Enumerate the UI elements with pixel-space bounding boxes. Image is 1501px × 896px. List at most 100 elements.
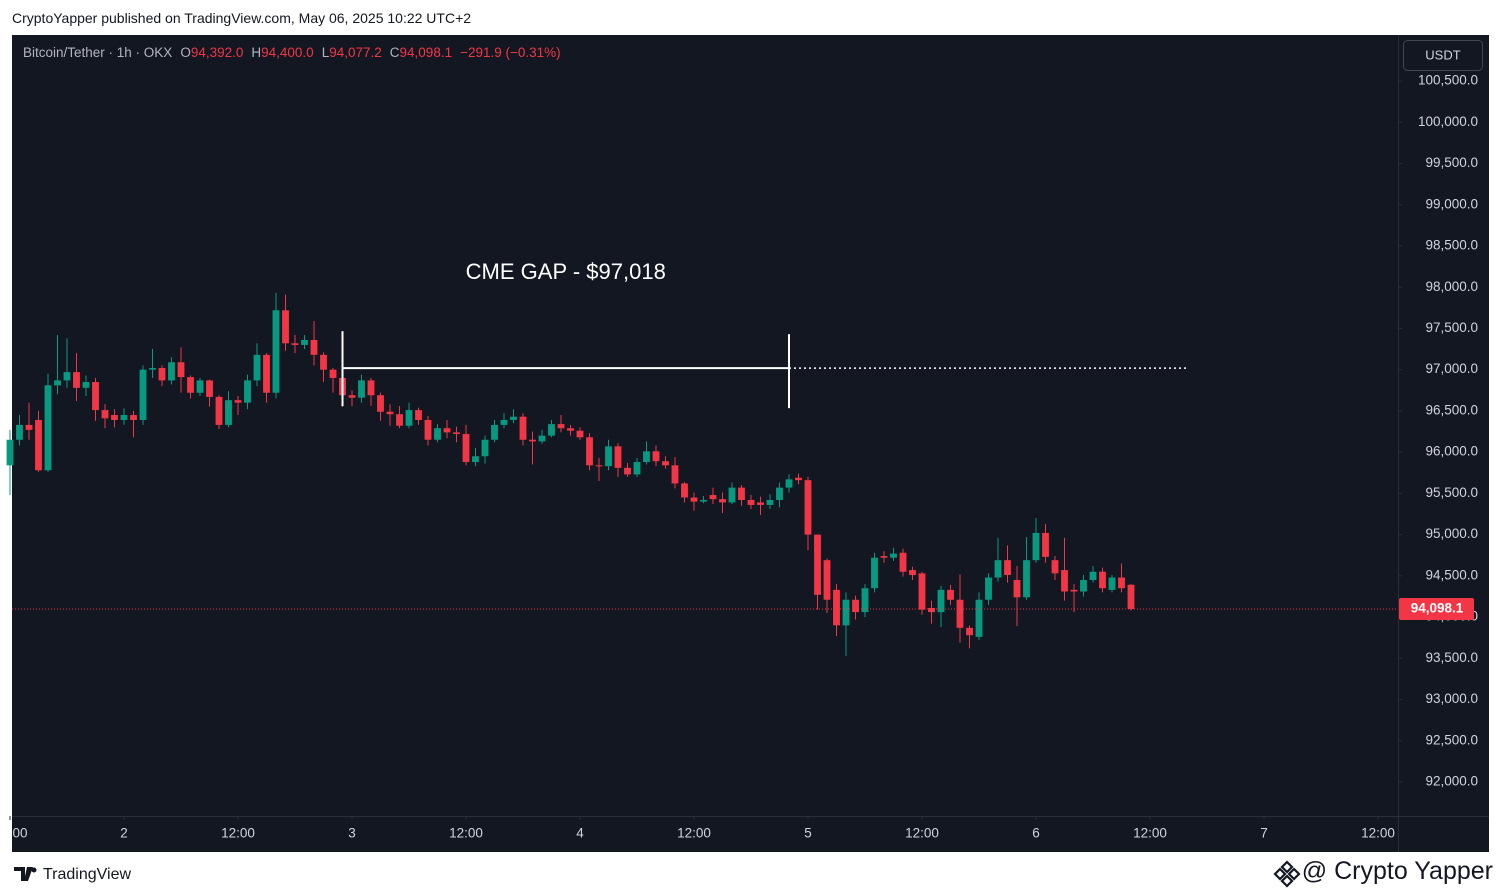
candle-body <box>700 499 707 502</box>
candle-body <box>25 424 33 430</box>
candle-body <box>633 462 641 475</box>
candle-body <box>567 428 574 431</box>
candle-body <box>367 380 375 396</box>
legend-value: 94,077.2 <box>329 45 382 60</box>
candle-body <box>168 362 175 381</box>
candle-body <box>415 410 422 420</box>
candle-body <box>35 419 42 471</box>
y-tick-label: 96,000.0 <box>1425 444 1478 459</box>
y-tick-label: 93,500.0 <box>1425 650 1478 665</box>
x-tick-label: 4 <box>576 826 584 841</box>
y-tick-label: 96,500.0 <box>1425 402 1478 417</box>
brand: TradingView <box>43 866 132 883</box>
y-tick-label: 95,500.0 <box>1425 485 1478 500</box>
candle-body <box>44 385 52 471</box>
candle-body <box>386 411 394 415</box>
legend-value: 94,400.0 <box>261 45 314 60</box>
candle-body <box>966 627 973 636</box>
candle-body <box>1080 579 1087 592</box>
watermark: @ Crypto Yapper <box>1301 857 1493 885</box>
candle-body <box>320 354 327 370</box>
candle-body <box>719 499 726 503</box>
candle-body <box>405 410 413 426</box>
last-price-box <box>1399 597 1474 620</box>
candle-body <box>120 415 128 420</box>
candle-body <box>130 415 137 420</box>
candle-body <box>747 499 755 505</box>
candle-body <box>348 395 356 398</box>
legend-key: H <box>251 45 262 60</box>
y-tick-label: 95,000.0 <box>1425 526 1478 541</box>
y-tick-label: 98,500.0 <box>1425 238 1478 253</box>
candle-body <box>310 339 318 355</box>
candle-body <box>624 467 631 475</box>
candle-body <box>329 369 337 378</box>
symbol-legend: Bitcoin/Tether · 1h · OKX O94,392.0 H94,40… <box>23 45 569 60</box>
candle-body <box>918 573 926 610</box>
legend-value: 94,392.0 <box>190 45 244 60</box>
candle-body <box>244 380 251 403</box>
candle-body <box>139 369 147 420</box>
candle-body <box>196 380 204 393</box>
candle-body <box>662 461 669 466</box>
y-tick-label: 99,500.0 <box>1425 155 1478 170</box>
x-tick-label: 3 <box>348 826 356 841</box>
candle-body <box>1004 560 1011 576</box>
candle-body <box>728 487 736 503</box>
last-price-label: 94,098.1 <box>1411 601 1464 616</box>
candle-body <box>1089 571 1097 580</box>
currency-button[interactable] <box>1403 40 1483 71</box>
currency-label[interactable]: USDT <box>1425 47 1460 62</box>
candle-body <box>215 396 223 425</box>
candle-body <box>766 499 774 505</box>
candle-body <box>149 368 156 370</box>
candle-body <box>557 424 565 429</box>
candle-body <box>652 451 660 462</box>
candle-body <box>804 480 812 535</box>
candle-body <box>481 439 489 457</box>
candle-body <box>54 380 61 386</box>
candle-body <box>576 430 584 438</box>
candle-body <box>956 599 964 628</box>
candle-body <box>1108 577 1116 590</box>
candle-body <box>548 424 555 436</box>
candle-body <box>491 424 498 440</box>
candle-body <box>880 556 888 558</box>
candle-body <box>842 599 850 626</box>
candle-body <box>101 410 109 419</box>
legend-key: C <box>389 45 400 60</box>
y-tick-label: 97,500.0 <box>1425 320 1478 335</box>
candle-body <box>1032 532 1040 561</box>
legend-key: O <box>180 45 191 60</box>
candle-body <box>823 560 831 600</box>
candle-body <box>377 395 384 412</box>
candle-body <box>443 428 451 433</box>
candle-body <box>434 428 441 440</box>
y-tick-label: 98,000.0 <box>1425 279 1478 294</box>
candle-body <box>73 372 80 388</box>
x-tick-label: 12:00 <box>221 826 255 841</box>
candle-body <box>1099 571 1106 589</box>
publish-info: CryptoYapper published on TradingView.co… <box>12 10 472 26</box>
candle-body <box>928 608 935 613</box>
candle-body <box>899 552 907 572</box>
candle-body <box>500 419 508 425</box>
candle-body <box>282 310 289 344</box>
publish-bar: CryptoYapper published on TradingView.co… <box>0 0 1501 35</box>
candle-body <box>177 362 185 378</box>
candle-body <box>187 377 194 393</box>
candle-body <box>909 570 916 576</box>
candle-body <box>263 354 270 393</box>
annotation-text: CME GAP - $97,018 <box>466 259 666 284</box>
chart-background <box>12 35 1489 852</box>
x-tick-label: 12:00 <box>449 826 483 841</box>
x-tick-label: 5 <box>804 826 812 841</box>
candle-body <box>1023 560 1030 598</box>
candle-body <box>795 477 802 481</box>
x-tick-label: 00 <box>12 826 27 841</box>
candle-body <box>519 416 527 440</box>
candle-body <box>1070 589 1078 592</box>
candle-body <box>538 435 546 442</box>
candle-body <box>814 534 821 595</box>
candle-body <box>947 589 954 600</box>
